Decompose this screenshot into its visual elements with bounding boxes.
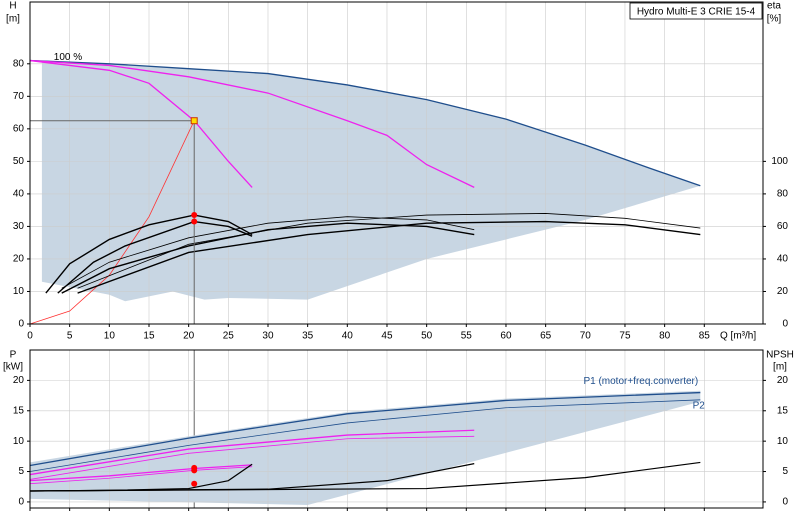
y-tick-label: 40 (13, 189, 25, 200)
duty-marker (191, 212, 198, 219)
curve (45, 214, 253, 294)
curve (29, 59, 701, 187)
y2-tick-label: 10 (777, 436, 789, 447)
x-tick-label: 30 (262, 331, 274, 342)
curve (29, 120, 195, 325)
curve (77, 213, 701, 289)
y-tick-label: 0 (18, 497, 24, 508)
x-tick-label: 50 (421, 331, 433, 342)
curve-label: P2 (693, 401, 706, 412)
annotation: 100 % (54, 52, 82, 63)
x-tick-label: 45 (381, 331, 393, 342)
y-tick-label: 0 (18, 319, 24, 330)
curve (61, 222, 475, 294)
y-tick-label: 20 (13, 375, 25, 386)
y-tick-label: 50 (13, 156, 25, 167)
curve (57, 220, 253, 294)
y2-axis-label: NPSH (766, 350, 794, 361)
y2-tick-label: 60 (777, 221, 789, 232)
y-axis-unit: [m] (6, 14, 20, 25)
duty-marker (191, 218, 198, 225)
operating-point (190, 117, 198, 125)
plot-frame (29, 349, 764, 509)
y-tick-label: 20 (13, 254, 25, 265)
title-box (629, 2, 763, 20)
y-axis-label: H (9, 1, 16, 12)
curve (29, 464, 253, 482)
chart-title: Hydro Multi-E 3 CRIE 15-4 (637, 7, 756, 18)
x-tick-label: 85 (699, 331, 711, 342)
x-tick-label: 5 (67, 331, 73, 342)
y2-tick-label: 5 (782, 466, 788, 477)
x-tick-label: 10 (104, 331, 116, 342)
y2-axis-unit: [%] (767, 14, 782, 25)
y-tick-label: 30 (13, 221, 25, 232)
operating-range (30, 390, 701, 505)
y2-tick-label: 100 (771, 156, 788, 167)
y-axis-label: P (10, 350, 17, 361)
y2-axis-label: eta (767, 1, 781, 12)
x-tick-label: 25 (223, 331, 235, 342)
y-tick-label: 80 (13, 58, 25, 69)
y2-tick-label: 40 (777, 254, 789, 265)
y2-axis-unit: [m] (773, 362, 787, 373)
y2-tick-label: 80 (777, 189, 789, 200)
y2-tick-label: 0 (782, 319, 788, 330)
curve-label: P1 (motor+freq.converter) (583, 376, 698, 387)
duty-marker (191, 467, 198, 474)
x-tick-label: 40 (342, 331, 354, 342)
x-axis-label: Q [m³/h] (720, 331, 756, 342)
y2-tick-label: 20 (777, 286, 789, 297)
duty-marker (191, 480, 198, 487)
y-tick-label: 10 (13, 436, 25, 447)
y-tick-label: 60 (13, 123, 25, 134)
x-tick-label: 20 (183, 331, 195, 342)
y-tick-label: 5 (18, 466, 24, 477)
plot-frame (29, 1, 764, 325)
curve (29, 59, 475, 188)
y-tick-label: 15 (13, 405, 25, 416)
curve (29, 435, 475, 480)
curve (29, 59, 253, 188)
y-tick-label: 10 (13, 286, 25, 297)
x-tick-label: 0 (27, 331, 33, 342)
curve (77, 220, 701, 294)
curve (29, 429, 475, 476)
curve (29, 461, 701, 492)
curve (29, 399, 701, 472)
y2-tick-label: 0 (782, 497, 788, 508)
y-axis-unit: [kW] (3, 362, 23, 373)
y-tick-label: 70 (13, 91, 25, 102)
x-tick-label: 55 (461, 331, 473, 342)
curve (29, 466, 253, 485)
curve (29, 391, 701, 467)
x-tick-label: 65 (540, 331, 552, 342)
x-tick-label: 80 (659, 331, 671, 342)
x-tick-label: 60 (500, 331, 512, 342)
y2-tick-label: 15 (777, 405, 789, 416)
x-tick-label: 75 (619, 331, 631, 342)
y2-tick-label: 20 (777, 375, 789, 386)
curve (61, 216, 475, 289)
x-tick-label: 35 (302, 331, 314, 342)
x-tick-label: 15 (143, 331, 155, 342)
x-tick-label: 70 (580, 331, 592, 342)
